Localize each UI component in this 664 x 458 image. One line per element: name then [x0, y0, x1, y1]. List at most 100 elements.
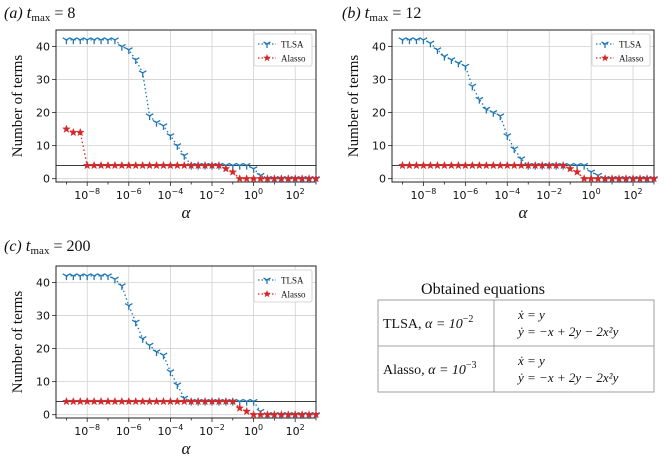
series-alasso [62, 396, 321, 419]
data-point-alasso [110, 396, 120, 406]
data-point-tlsa [475, 96, 484, 104]
data-point-alasso [75, 127, 85, 137]
alpha-value: α = 10 [425, 317, 463, 332]
x-tick-label: 10−6 [116, 423, 142, 438]
data-point-alasso [221, 164, 231, 173]
data-point-tlsa [117, 43, 126, 51]
x-tick-label: 10−2 [199, 187, 225, 202]
data-point-alasso [488, 160, 498, 170]
data-point-tlsa [76, 273, 85, 281]
legend-label-alasso: Alasso [281, 54, 306, 64]
data-point-tlsa [503, 133, 512, 140]
x-tick-base: 10 [536, 189, 550, 202]
data-point-tlsa [454, 60, 463, 68]
x-tick-exponent: −8 [425, 187, 437, 196]
data-point-alasso [558, 160, 568, 170]
data-point-alasso [103, 396, 113, 406]
x-tick-exponent: −2 [213, 187, 225, 196]
data-point-tlsa [83, 37, 92, 45]
data-point-tlsa [131, 319, 140, 327]
y-tick-label: 40 [372, 41, 386, 54]
data-point-alasso [426, 160, 435, 170]
data-point-alasso [145, 396, 154, 406]
data-point-alasso [103, 160, 113, 170]
x-tick-label: 10−6 [452, 187, 478, 202]
x-tick-label: 102 [286, 423, 305, 438]
data-point-tlsa [117, 283, 126, 291]
x-tick-exponent: −2 [213, 423, 225, 432]
y-axis-label: Number of terms [10, 291, 26, 394]
data-point-alasso [495, 160, 505, 170]
data-point-alasso [131, 160, 141, 170]
data-point-tlsa [440, 53, 449, 61]
data-point-alasso [172, 160, 182, 170]
title-value: = 200 [49, 238, 90, 255]
data-point-alasso [311, 410, 321, 419]
x-tick-base: 10 [199, 425, 213, 438]
data-point-tlsa [110, 276, 119, 284]
data-point-alasso [572, 167, 582, 176]
data-point-tlsa [489, 109, 498, 117]
data-point-alasso [138, 160, 148, 170]
x-tick-label: 10−4 [158, 423, 184, 438]
x-tick-exponent: −4 [508, 187, 520, 196]
x-tick-base: 10 [286, 189, 300, 202]
data-point-tlsa [249, 398, 258, 406]
x-tick-label: 100 [244, 187, 263, 202]
x-tick-base: 10 [244, 425, 258, 438]
x-tick-base: 10 [74, 425, 88, 438]
data-point-alasso [311, 174, 321, 183]
data-point-tlsa [468, 83, 477, 91]
legend-label-alasso: Alasso [619, 54, 644, 64]
x-tick-exponent: 0 [258, 423, 263, 432]
data-point-alasso [172, 396, 182, 406]
title-value: = 12 [388, 5, 421, 22]
data-point-tlsa [124, 47, 133, 55]
data-point-tlsa [159, 123, 168, 131]
data-point-tlsa [145, 113, 154, 121]
data-point-tlsa [426, 40, 435, 48]
data-point-alasso [117, 160, 127, 170]
data-point-alasso [96, 396, 106, 406]
data-point-tlsa [433, 47, 442, 55]
x-tick-exponent: 0 [596, 187, 601, 196]
data-point-tlsa [152, 349, 161, 357]
data-point-alasso [228, 396, 238, 406]
data-point-tlsa [131, 57, 140, 64]
y-axis-label: Number of terms [346, 55, 362, 158]
data-point-alasso [138, 396, 148, 406]
data-point-tlsa [110, 37, 119, 45]
data-point-alasso [649, 174, 659, 183]
data-point-tlsa [180, 152, 189, 160]
data-point-alasso [256, 174, 265, 183]
data-point-tlsa [419, 37, 428, 45]
data-point-tlsa [76, 37, 85, 45]
data-point-tlsa [482, 106, 491, 114]
y-axis-label: Number of terms [10, 55, 26, 158]
plot-frame [391, 29, 655, 183]
data-point-tlsa [62, 273, 71, 281]
equation-2: ẏ = −x + 2y − 2x²y [516, 324, 619, 339]
y-tick-label: 20 [36, 107, 50, 120]
title-variable: t [365, 3, 371, 22]
x-tick-label: 10−2 [199, 423, 225, 438]
data-point-alasso [433, 160, 442, 170]
data-point-alasso [68, 127, 78, 137]
x-tick-base: 10 [116, 189, 130, 202]
data-point-alasso [235, 403, 245, 412]
x-tick-label: 10−2 [536, 187, 562, 202]
alpha-value: α = 10 [428, 363, 466, 378]
alpha-exponent: −3 [466, 360, 477, 371]
data-point-alasso [62, 124, 71, 133]
data-point-alasso [405, 160, 414, 170]
data-point-alasso [117, 396, 127, 406]
data-point-tlsa [447, 57, 456, 64]
data-point-alasso [131, 396, 141, 406]
series-alasso [62, 124, 321, 183]
y-tick-label: 40 [36, 41, 50, 54]
equation-1: ẋ = y [517, 353, 545, 368]
equation-2: ẏ = −x + 2y − 2x²y [516, 370, 619, 385]
x-tick-label: 102 [286, 187, 305, 202]
data-point-tlsa [90, 273, 99, 281]
